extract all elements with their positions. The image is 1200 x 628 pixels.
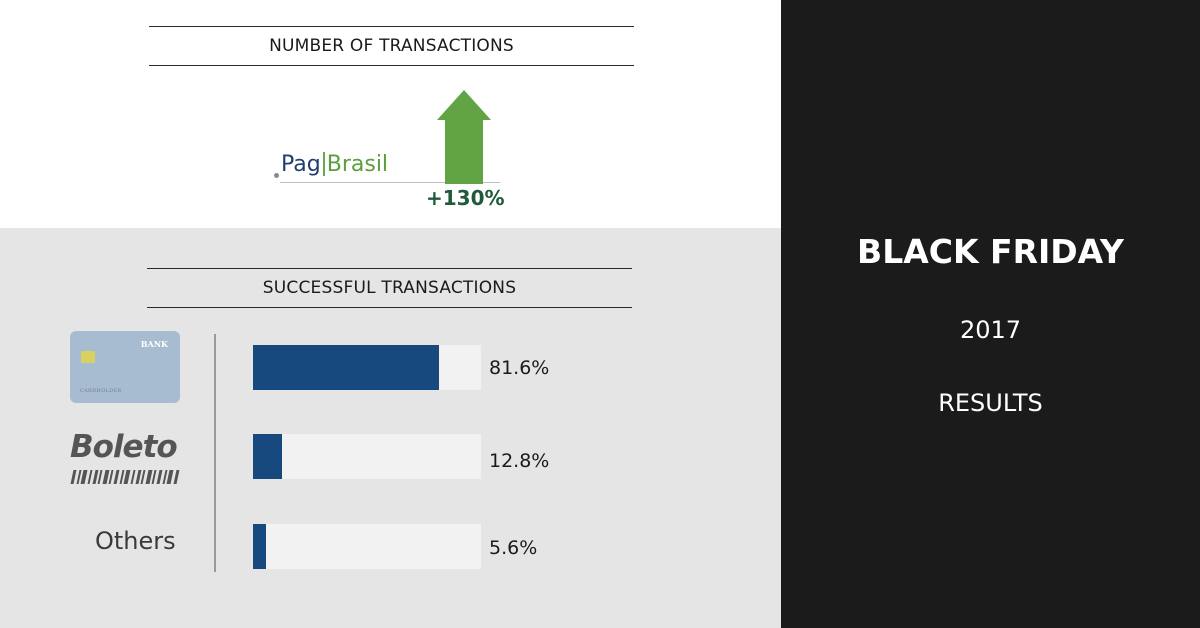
card-bank-label: BANK [140,339,168,349]
bar [253,524,266,569]
growth-label: +130% [426,186,505,210]
success-section-title: SUCCESSFUL TRANSACTIONS [147,268,632,308]
bar [253,434,282,479]
growth-baseline [280,182,500,183]
transactions-section-title: NUMBER OF TRANSACTIONS [149,26,634,66]
bar-value-label: 12.8% [489,450,550,472]
boleto-logo: Boleto [70,430,182,490]
logo-text-pag: Pag [281,151,321,177]
logo-dot-icon [274,172,279,178]
growth-arrow-icon [437,90,491,184]
credit-card-icon: BANK CARDHOLDER [70,331,180,403]
bar [253,345,439,390]
chart-divider [214,334,216,572]
bar-track [253,524,481,569]
barcode-icon [70,470,180,484]
bar-track [253,345,481,390]
event-year: 2017 [959,316,1022,344]
event-title: BLACK FRIDAY [857,232,1124,271]
event-subtitle: RESULTS [938,389,1043,417]
card-holder-label: CARDHOLDER [80,388,122,394]
bar-track [253,434,481,479]
card-chip-icon [81,351,95,363]
summary-panel: BLACK FRIDAY 2017 RESULTS [781,0,1200,628]
logo-separator [322,152,325,176]
bar-value-label: 81.6% [489,357,550,379]
boleto-logo-text: Boleto [70,429,178,465]
bar-value-label: 5.6% [489,537,538,559]
pagbrasil-logo: Pag Brasil [274,148,388,180]
transactions-panel [0,0,781,228]
logo-text-brasil: Brasil [326,151,389,177]
others-label: Others [95,527,176,555]
